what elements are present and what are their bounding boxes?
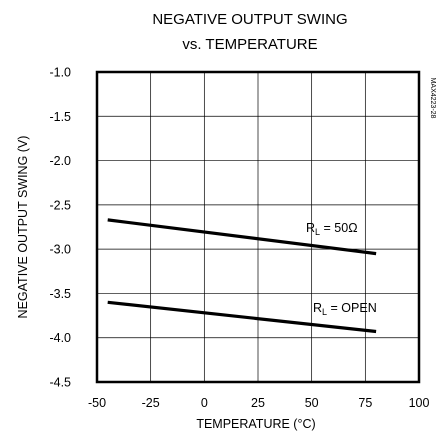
part-number: MAX4223-28 bbox=[429, 78, 436, 119]
chart-title-line1: NEGATIVE OUTPUT SWING bbox=[152, 11, 347, 28]
x-tick-label: 50 bbox=[305, 396, 319, 410]
y-tick-label: -2.5 bbox=[49, 198, 71, 212]
x-tick-label: -25 bbox=[142, 396, 160, 410]
y-tick-labels: -1.0 -1.5 -2.0 -2.5 -3.0 -3.5 -4.0 -4.5 bbox=[49, 66, 71, 390]
x-axis-label: TEMPERATURE (°C) bbox=[196, 417, 315, 431]
series-label-rl-open: RL = OPEN bbox=[313, 301, 377, 317]
series-label-rl-50: RL = 50Ω bbox=[306, 221, 358, 237]
plot-frame bbox=[95, 70, 421, 384]
y-axis-label: NEGATIVE OUTPUT SWING (V) bbox=[16, 136, 30, 319]
y-tick-label: -3.5 bbox=[49, 287, 71, 301]
series-lines bbox=[107, 218, 377, 334]
y-tick-label: -4.5 bbox=[49, 376, 71, 390]
y-tick-label: -2.0 bbox=[49, 154, 71, 168]
x-tick-label: 100 bbox=[409, 396, 430, 410]
chart-title-line2: vs. TEMPERATURE bbox=[182, 36, 317, 53]
y-tick-label: -1.0 bbox=[49, 66, 71, 80]
x-tick-label: -50 bbox=[88, 396, 106, 410]
x-tick-label: 75 bbox=[358, 396, 372, 410]
y-tick-label: -4.0 bbox=[49, 331, 71, 345]
y-tick-label: -3.0 bbox=[49, 243, 71, 257]
x-tick-label: 0 bbox=[201, 396, 208, 410]
grid bbox=[97, 72, 419, 382]
series-line-1 bbox=[107, 300, 377, 334]
x-tick-label: 25 bbox=[251, 396, 265, 410]
series-line-0 bbox=[107, 218, 377, 256]
y-tick-label: -1.5 bbox=[49, 110, 71, 124]
x-tick-labels: -50 -25 0 25 50 75 100 bbox=[88, 396, 430, 410]
